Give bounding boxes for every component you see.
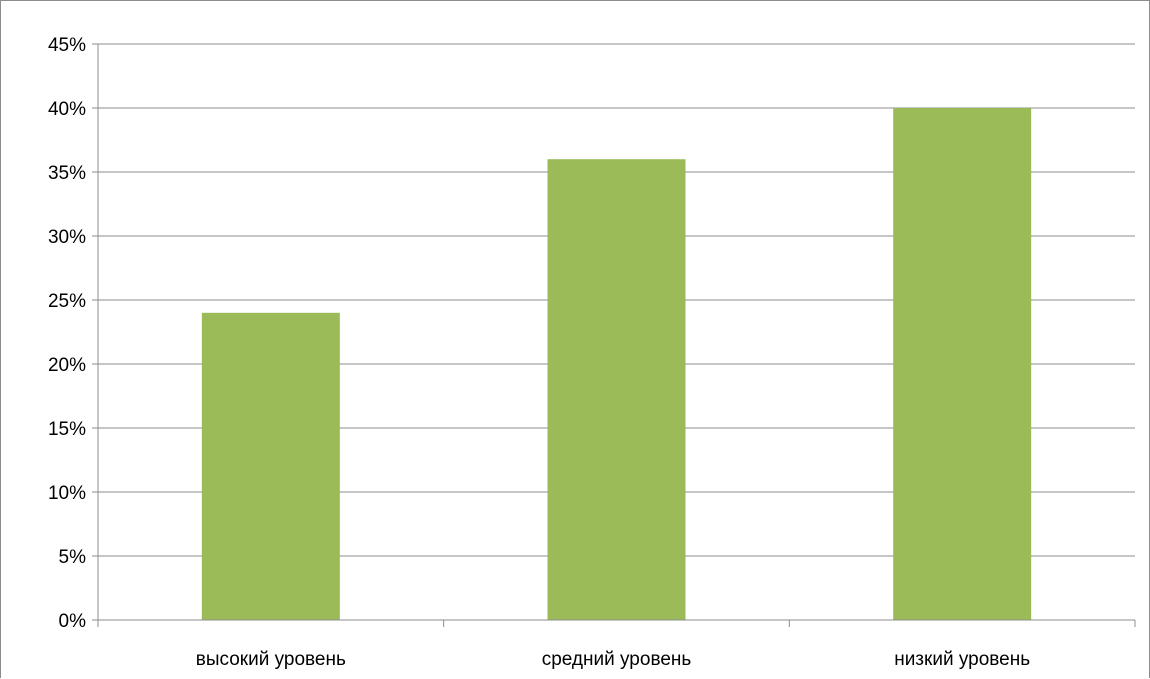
y-tick-label: 0% — [59, 611, 87, 632]
y-tick-labels: 0% 5% 10% 15% 20% 25% 30% 35% 40% 45% — [48, 35, 86, 632]
y-tick-label: 5% — [59, 547, 87, 568]
bars — [201, 108, 1032, 620]
y-tick-label: 10% — [48, 483, 86, 504]
y-tick-label: 45% — [48, 35, 86, 56]
bar — [201, 312, 340, 620]
category-label: низкий уровень — [894, 649, 1030, 670]
y-tick-label: 20% — [48, 355, 86, 376]
axes — [97, 44, 1136, 627]
bar — [547, 159, 686, 620]
y-tick-label: 15% — [48, 419, 86, 440]
category-label: средний уровень — [542, 649, 692, 670]
y-tick-label: 40% — [48, 99, 86, 120]
category-label: высокий уровень — [196, 649, 346, 670]
category-labels: высокий уровень средний уровень низкий уро… — [196, 649, 1030, 670]
y-tick-label: 35% — [48, 163, 86, 184]
y-tick-label: 25% — [48, 291, 86, 312]
bar — [893, 108, 1032, 620]
y-tick-label: 30% — [48, 227, 86, 248]
